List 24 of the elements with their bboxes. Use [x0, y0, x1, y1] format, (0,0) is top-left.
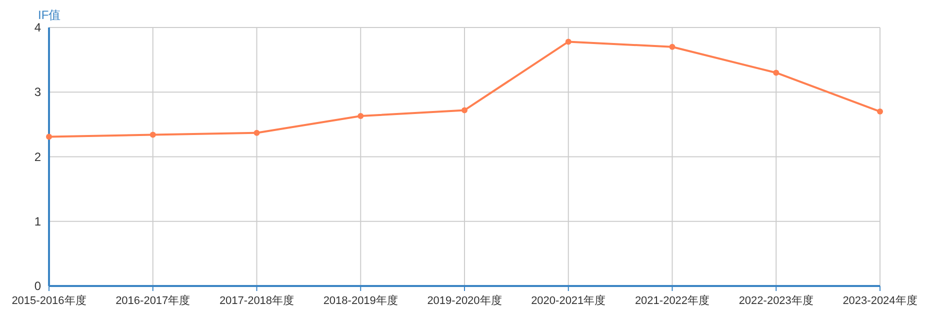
x-tick-label: 2018-2019年度 — [323, 294, 398, 307]
point — [150, 132, 156, 138]
y-tick-label: 2 — [34, 150, 42, 164]
x-tick-label: 2022-2023年度 — [738, 294, 814, 307]
point — [358, 113, 364, 120]
x-tick-label: 2017-2018年度 — [219, 294, 294, 307]
y-axis-title: IF值 — [38, 8, 61, 22]
x-tick-label: 2015-2016年度 — [12, 294, 86, 307]
y-tick-label: 4 — [34, 20, 42, 34]
point — [669, 44, 676, 50]
point — [565, 38, 572, 45]
y-tick-label: 1 — [34, 214, 42, 228]
x-tick-label: 2016-2017年度 — [116, 294, 190, 307]
point — [773, 70, 780, 76]
x-tick-label: 2019-2020年度 — [427, 294, 502, 307]
x-tick-label: 2021-2022年度 — [634, 294, 710, 307]
point — [46, 134, 52, 140]
point — [462, 107, 468, 114]
point — [254, 130, 260, 136]
x-tick-label: 2023-2024年度 — [842, 294, 918, 307]
point — [877, 108, 883, 115]
x-tick-label: 2020-2021年度 — [531, 294, 606, 307]
y-tick-label: 3 — [34, 85, 42, 100]
y-tick-label: 0 — [34, 279, 42, 293]
